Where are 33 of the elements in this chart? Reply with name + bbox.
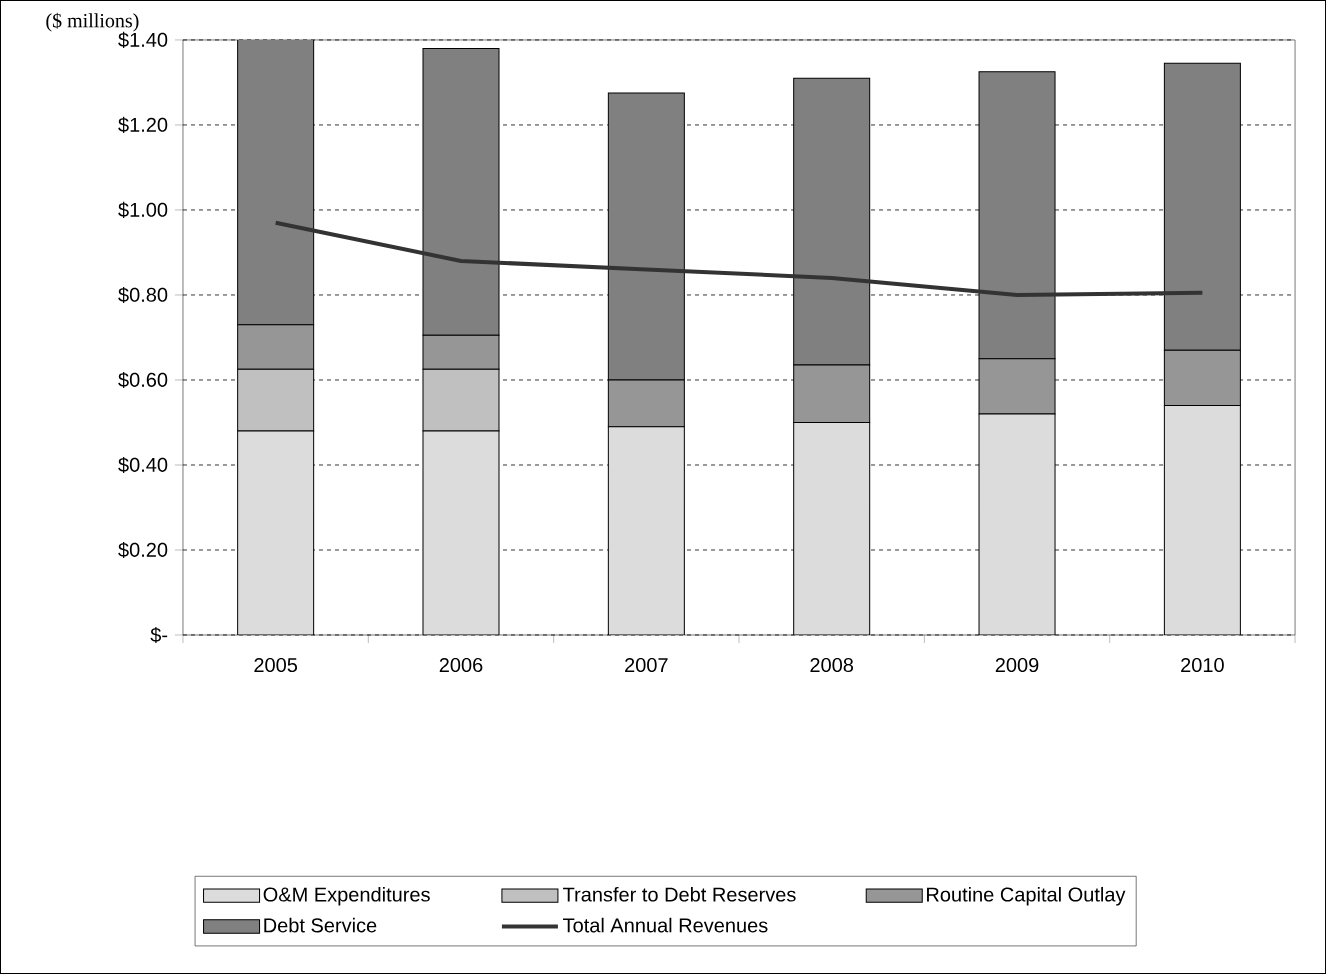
y-tick-label: $1.40 xyxy=(118,31,168,49)
legend-label: Transfer to Debt Reserves xyxy=(563,886,796,902)
bar xyxy=(422,47,500,336)
x-tick-label: 2007 xyxy=(625,657,668,673)
y-axis-title: ($ millions) xyxy=(46,12,139,32)
y-tick-label: $1.00 xyxy=(118,201,168,219)
legend-label: Total Annual Revenues xyxy=(563,917,768,933)
bar xyxy=(237,430,315,635)
x-tick-label: 2010 xyxy=(1181,657,1224,673)
x-tick-label: 2006 xyxy=(439,657,483,673)
bar xyxy=(607,426,685,635)
line-series xyxy=(273,220,1205,297)
y-tick-label: $1.20 xyxy=(118,116,168,134)
x-tick-label: 2009 xyxy=(995,657,1039,673)
bar xyxy=(793,421,871,635)
bar xyxy=(1163,404,1241,635)
bar xyxy=(237,39,315,326)
y-tick-label: $0.40 xyxy=(118,456,168,474)
bar xyxy=(607,92,685,381)
x-tick-label: 2005 xyxy=(254,657,298,673)
bar xyxy=(978,413,1056,635)
bar xyxy=(422,430,500,635)
legend-label: Routine Capital Outlay xyxy=(927,886,1126,906)
bar xyxy=(978,71,1056,360)
y-tick-label: $0.80 xyxy=(118,286,168,304)
legend-label: Debt Service xyxy=(264,917,377,933)
legend-label: O&M Expenditures xyxy=(263,886,430,906)
bar xyxy=(1163,62,1241,351)
y-tick-label: $0.60 xyxy=(118,371,168,389)
x-tick-label: 2008 xyxy=(810,657,854,673)
y-tick-label: $0.20 xyxy=(118,541,168,559)
bar xyxy=(793,77,871,366)
y-tick-label: $- xyxy=(150,626,168,644)
